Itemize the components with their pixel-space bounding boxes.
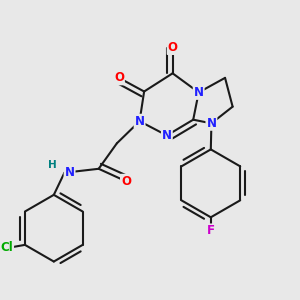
Text: N: N	[64, 166, 75, 179]
Text: H: H	[48, 160, 57, 170]
Text: N: N	[194, 86, 204, 99]
Text: O: O	[121, 175, 131, 188]
Text: O: O	[168, 41, 178, 54]
Text: N: N	[162, 129, 172, 142]
Text: F: F	[207, 224, 215, 237]
Text: Cl: Cl	[0, 241, 13, 254]
Text: N: N	[206, 117, 216, 130]
Text: O: O	[114, 71, 124, 84]
Text: N: N	[135, 115, 145, 128]
